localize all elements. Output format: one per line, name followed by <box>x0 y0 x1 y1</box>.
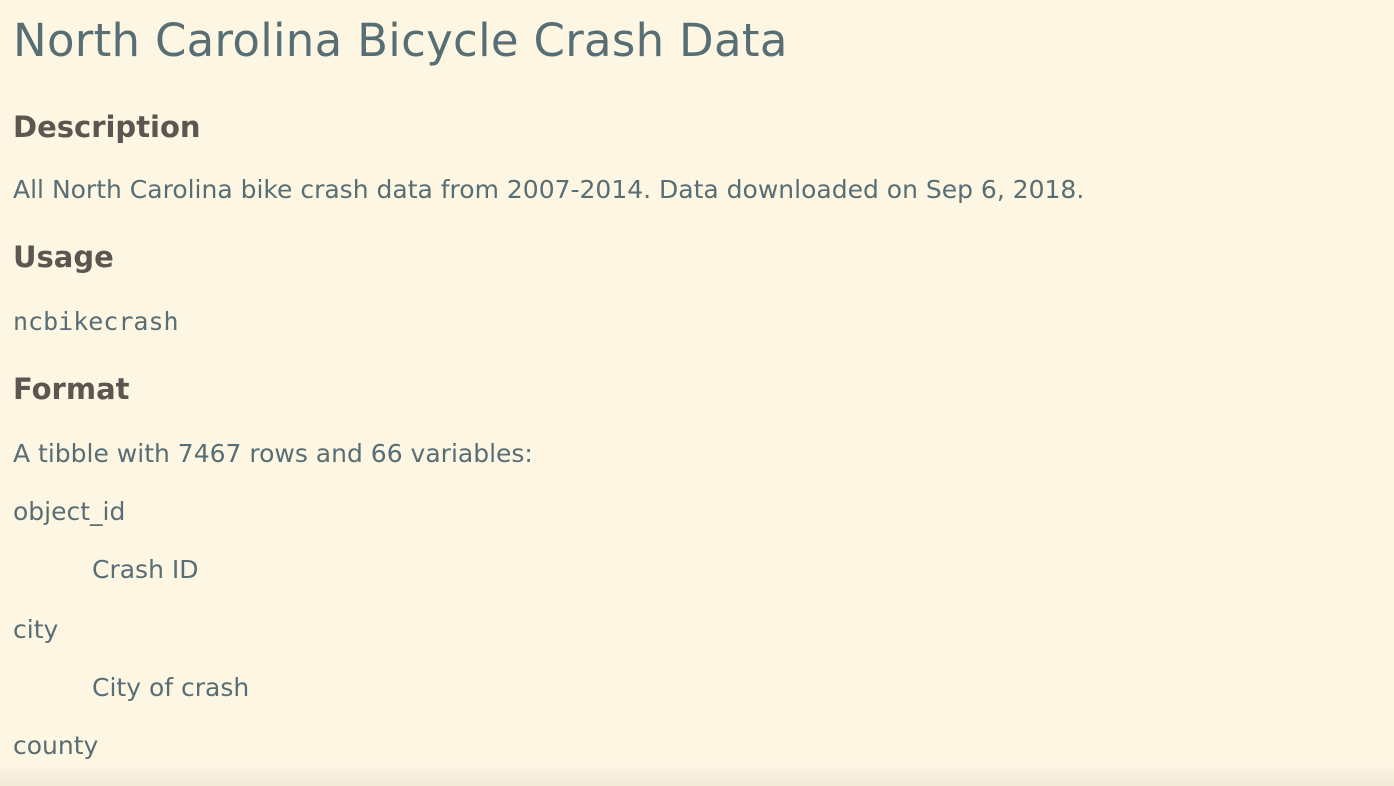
scroll-fade <box>0 764 1394 786</box>
format-intro: A tibble with 7467 rows and 66 variables… <box>13 439 533 468</box>
description-heading: Description <box>13 110 201 144</box>
document-page: North Carolina Bicycle Crash Data Descri… <box>13 0 1394 786</box>
variable-description-city: City of crash <box>92 673 250 702</box>
variable-name-object-id: object_id <box>13 497 126 526</box>
variable-name-city: city <box>13 615 59 644</box>
page-title: North Carolina Bicycle Crash Data <box>13 14 788 67</box>
variable-name-county: county <box>13 731 99 760</box>
usage-heading: Usage <box>13 240 114 274</box>
format-heading: Format <box>13 372 130 406</box>
usage-code: ncbikecrash <box>13 307 179 336</box>
description-text: All North Carolina bike crash data from … <box>13 175 1085 204</box>
variable-description-object-id: Crash ID <box>92 555 199 584</box>
